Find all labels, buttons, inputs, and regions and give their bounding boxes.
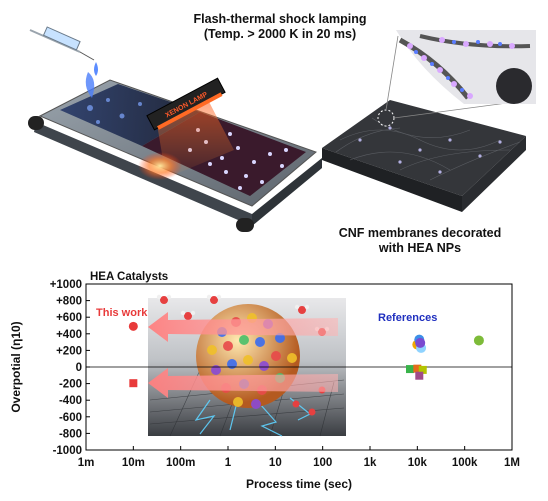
y-tick-label: -200 — [59, 379, 82, 391]
x-tick-label: 10 — [269, 457, 282, 469]
x-tick-label: 10m — [122, 457, 145, 469]
arrow-this-work-top — [148, 312, 338, 342]
membrane-caption: CNF membranes decorated with HEA NPs — [300, 226, 540, 256]
arrow-this-work-bottom — [148, 368, 338, 398]
xenon-lamp: XENON LAMP — [146, 77, 226, 131]
process-caption-line1: Flash-thermal shock lamping — [193, 12, 367, 26]
y-tick-label: +1000 — [50, 279, 82, 291]
y-tick-label: +800 — [56, 296, 82, 308]
x-tick-label: 100 — [313, 457, 332, 469]
process-caption: Flash-thermal shock lamping (Temp. > 200… — [150, 12, 410, 42]
reference-point — [413, 364, 422, 373]
this-work-point — [128, 321, 138, 331]
annotation-this-work: This work — [96, 307, 148, 319]
zoom-callout — [385, 30, 536, 119]
x-tick-label: 1M — [504, 457, 520, 469]
x-tick-label: 1k — [364, 457, 377, 469]
x-tick-label: 100m — [166, 457, 195, 469]
chart-title: HEA Catalysts — [90, 271, 168, 283]
membrane-caption-line1: CNF membranes decorated — [338, 226, 502, 240]
x-axis-label: Process time (sec) — [246, 477, 352, 491]
y-tick-label: -400 — [59, 395, 82, 407]
reference-point — [418, 365, 427, 374]
y-tick-label: -600 — [59, 412, 82, 424]
reference-point — [415, 337, 426, 348]
reference-point — [473, 335, 484, 346]
x-ticks: 1m 10m 100m 1 10 100 1k 10k 100k 1M — [78, 446, 520, 469]
x-tick-label: 1m — [78, 457, 95, 469]
annotation-references: References — [378, 312, 437, 324]
reference-point — [415, 371, 424, 380]
y-ticks: +1000 +800 +600 +400 +200 0 -200 -400 -600 -800 -1… — [50, 279, 90, 457]
flash-spot — [138, 152, 182, 180]
y-tick-label: +200 — [56, 345, 82, 357]
x-tick-label: 1 — [225, 457, 232, 469]
y-axis-label: Overpotial (η10) — [9, 321, 23, 412]
process-caption-line2: (Temp. > 2000 K in 20 ms) — [203, 27, 357, 41]
y-tick-label: -1000 — [53, 445, 82, 457]
this-work-point — [129, 379, 138, 388]
reference-point — [406, 365, 415, 374]
flash-lamp-illustration: XENON LAMP — [28, 26, 536, 232]
x-tick-label: 100k — [452, 457, 478, 469]
syringe-icon — [29, 26, 98, 98]
x-tick-label: 10k — [408, 457, 428, 469]
y-tick-label: +600 — [56, 312, 82, 324]
membrane-caption-line2: with HEA NPs — [378, 241, 462, 255]
cnf-membrane — [322, 100, 526, 212]
catalyst-inset-image — [148, 294, 346, 437]
data-points — [128, 321, 484, 388]
y-tick-label: 0 — [76, 362, 82, 374]
y-tick-label: -800 — [59, 428, 82, 440]
y-tick-label: +400 — [56, 329, 82, 341]
